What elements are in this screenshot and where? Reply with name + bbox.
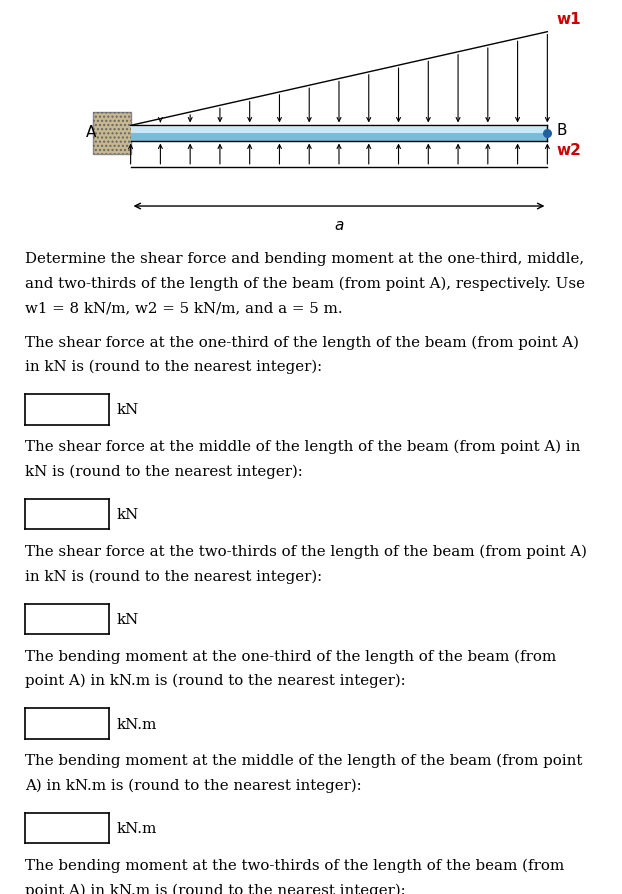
Text: kN.m: kN.m [116, 717, 157, 730]
Text: The bending moment at the two-thirds of the length of the beam (from: The bending moment at the two-thirds of … [25, 858, 564, 873]
Bar [131, 134, 547, 141]
Text: a: a [334, 217, 344, 232]
Text: in kN is (round to the nearest integer):: in kN is (round to the nearest integer): [25, 569, 322, 583]
Text: The shear force at the middle of the length of the beam (from point A) in: The shear force at the middle of the len… [25, 439, 580, 454]
Text: kN: kN [116, 403, 139, 417]
Text: B: B [557, 123, 567, 138]
Text: The shear force at the one-third of the length of the beam (from point A): The shear force at the one-third of the … [25, 334, 578, 350]
Text: The bending moment at the one-third of the length of the beam (from: The bending moment at the one-third of t… [25, 649, 556, 663]
Text: kN: kN [116, 612, 139, 626]
Text: in kN is (round to the nearest integer):: in kN is (round to the nearest integer): [25, 359, 322, 374]
Text: and two-thirds of the length of the beam (from point A), respectively. Use: and two-thirds of the length of the beam… [25, 277, 585, 291]
Text: point A) in kN.m is (round to the nearest integer):: point A) in kN.m is (round to the neares… [25, 882, 406, 894]
Text: The bending moment at the middle of the length of the beam (from point: The bending moment at the middle of the … [25, 753, 582, 768]
Bar [93, 114, 131, 155]
Text: kN is (round to the nearest integer):: kN is (round to the nearest integer): [25, 464, 303, 478]
Text: w1 = 8 kN/m, w2 = 5 kN/m, and a = 5 m.: w1 = 8 kN/m, w2 = 5 kN/m, and a = 5 m. [25, 301, 343, 316]
Text: The shear force at the two-thirds of the length of the beam (from point A): The shear force at the two-thirds of the… [25, 544, 587, 559]
Text: w1: w1 [557, 13, 582, 27]
Text: kN: kN [116, 508, 139, 521]
Bar [131, 126, 547, 134]
Text: Determine the shear force and bending moment at the one-third, middle,: Determine the shear force and bending mo… [25, 252, 584, 266]
Text: A) in kN.m is (round to the nearest integer):: A) in kN.m is (round to the nearest inte… [25, 778, 361, 792]
Text: kN.m: kN.m [116, 822, 157, 835]
Text: A: A [86, 125, 96, 140]
Text: w2: w2 [557, 143, 582, 157]
Bar [93, 114, 131, 155]
Text: point A) in kN.m is (round to the nearest integer):: point A) in kN.m is (round to the neares… [25, 673, 406, 687]
